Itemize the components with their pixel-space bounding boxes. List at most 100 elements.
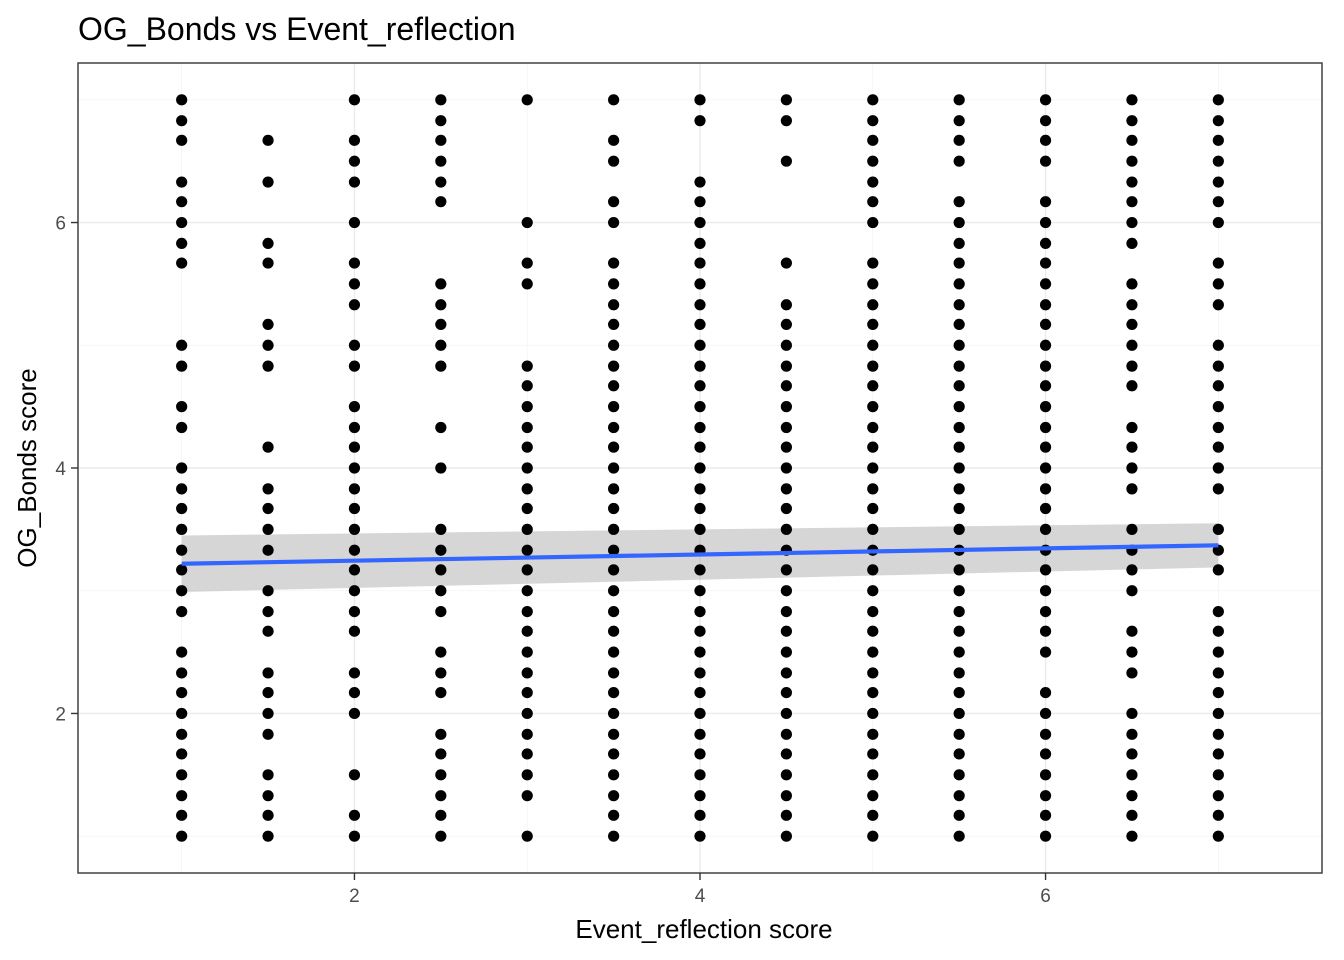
data-point — [867, 299, 879, 311]
data-point — [1126, 564, 1138, 576]
data-point — [1212, 667, 1224, 679]
data-point — [867, 441, 879, 453]
data-point — [1039, 830, 1052, 842]
data-point — [176, 748, 188, 760]
data-point — [608, 360, 620, 372]
data-point — [435, 339, 447, 351]
data-point — [1212, 625, 1224, 637]
data-point — [1039, 686, 1052, 699]
data-point — [867, 667, 879, 679]
data-point — [348, 462, 361, 474]
data-point — [953, 278, 965, 290]
data-point — [608, 216, 620, 229]
y-axis-title: OG_Bonds score — [12, 368, 42, 567]
data-point — [608, 605, 620, 618]
data-point — [867, 564, 879, 576]
data-point — [694, 809, 706, 821]
data-point — [953, 483, 965, 495]
data-point — [953, 523, 965, 535]
data-point — [521, 380, 533, 392]
data-point — [608, 380, 620, 392]
data-point — [780, 441, 792, 453]
data-point — [1212, 401, 1224, 413]
data-point — [176, 360, 188, 372]
data-point — [867, 830, 879, 842]
data-point — [1212, 176, 1224, 188]
data-point — [521, 585, 533, 597]
data-point — [867, 707, 879, 720]
data-point — [1039, 483, 1052, 495]
data-point — [694, 115, 706, 127]
data-point — [953, 667, 965, 679]
data-point — [521, 257, 533, 269]
data-point — [608, 278, 620, 290]
data-point — [1039, 769, 1052, 781]
data-point — [1039, 318, 1052, 331]
data-point — [435, 790, 447, 802]
data-point — [608, 257, 620, 269]
data-point — [262, 339, 274, 351]
data-point — [435, 462, 447, 474]
data-point — [608, 483, 620, 495]
data-point — [694, 523, 706, 535]
data-point — [953, 564, 965, 576]
data-point — [608, 441, 620, 453]
data-point — [176, 809, 188, 821]
data-point — [1039, 196, 1052, 208]
data-point — [262, 318, 274, 331]
data-point — [1039, 278, 1052, 290]
data-point — [867, 196, 879, 208]
data-point — [953, 421, 965, 434]
data-point — [521, 278, 533, 290]
data-point — [867, 380, 879, 392]
data-point — [348, 176, 361, 188]
data-point — [262, 523, 274, 535]
data-point — [694, 339, 706, 351]
data-point — [176, 523, 188, 535]
data-point — [780, 790, 792, 802]
y-tick-label: 4 — [55, 459, 66, 480]
data-point — [780, 605, 792, 618]
data-point — [694, 216, 706, 229]
data-point — [867, 483, 879, 495]
regression-line — [181, 543, 1219, 566]
data-point — [867, 318, 879, 331]
data-point — [1126, 299, 1138, 311]
data-point — [1039, 646, 1052, 658]
data-point — [348, 421, 361, 434]
data-point — [694, 421, 706, 434]
data-point — [348, 544, 361, 556]
data-point — [1126, 134, 1138, 146]
data-point — [867, 176, 879, 188]
data-point — [953, 441, 965, 453]
data-point — [867, 401, 879, 413]
data-point — [1126, 483, 1138, 495]
data-point — [780, 421, 792, 434]
data-point — [608, 748, 620, 760]
data-point — [1126, 809, 1138, 821]
data-point — [780, 748, 792, 760]
data-point — [694, 237, 706, 250]
data-point — [780, 769, 792, 781]
data-point — [953, 502, 965, 515]
data-point — [435, 686, 447, 699]
data-point — [521, 94, 533, 106]
data-point — [348, 155, 361, 167]
data-point — [521, 605, 533, 618]
data-point — [1212, 155, 1224, 167]
data-point — [694, 278, 706, 290]
data-point — [1212, 299, 1224, 311]
data-point — [435, 360, 447, 372]
data-point — [1212, 523, 1224, 535]
data-point — [953, 809, 965, 821]
data-point — [1039, 462, 1052, 474]
data-point — [1212, 564, 1224, 576]
data-point — [608, 667, 620, 679]
data-point — [262, 809, 274, 821]
data-point — [1126, 360, 1138, 372]
data-point — [348, 809, 361, 821]
data-point — [608, 646, 620, 658]
data-point — [176, 769, 188, 781]
data-point — [953, 380, 965, 392]
data-point — [608, 299, 620, 311]
